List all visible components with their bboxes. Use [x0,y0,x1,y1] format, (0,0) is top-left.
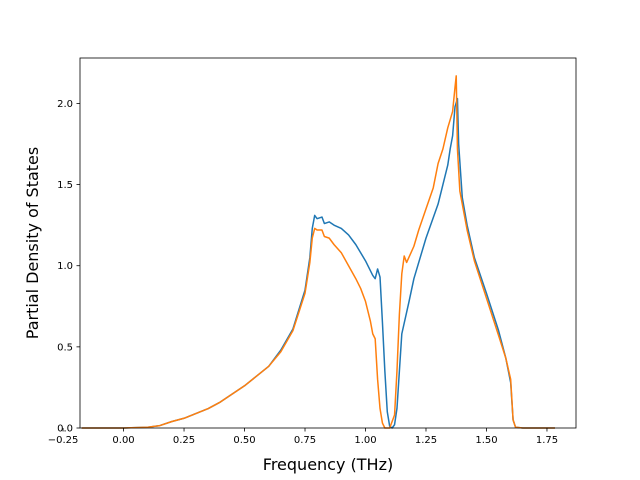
y-tick-label: 2.0 [57,99,73,110]
y-tick-label: 1.0 [57,261,73,272]
x-tick-label: 1.25 [415,435,437,446]
x-tick-label: 0.00 [112,435,134,446]
x-tick-label: 1.75 [536,435,558,446]
x-tick-label: 0.25 [173,435,195,446]
series-line-2 [81,75,555,429]
x-tick-label: 0.75 [294,435,316,446]
y-axis: 0.0 0.5 1.0 1.5 2.0 [57,99,80,435]
y-axis-label: Partial Density of States [23,147,42,339]
x-axis: −0.25 0.00 0.25 0.50 0.75 1.00 1.25 1.50 1.75 [48,428,558,446]
series-layer [81,75,555,429]
y-tick-label: 0.0 [57,424,73,435]
x-axis-label: Frequency (THz) [263,455,393,474]
x-tick-label: 0.50 [233,435,255,446]
y-tick-label: 1.5 [57,180,73,191]
x-tick-label: 1.00 [354,435,376,446]
x-tick-label: 1.50 [475,435,497,446]
y-tick-label: 0.5 [57,342,73,353]
plot-frame [79,57,577,429]
x-tick-label: −0.25 [48,435,79,446]
